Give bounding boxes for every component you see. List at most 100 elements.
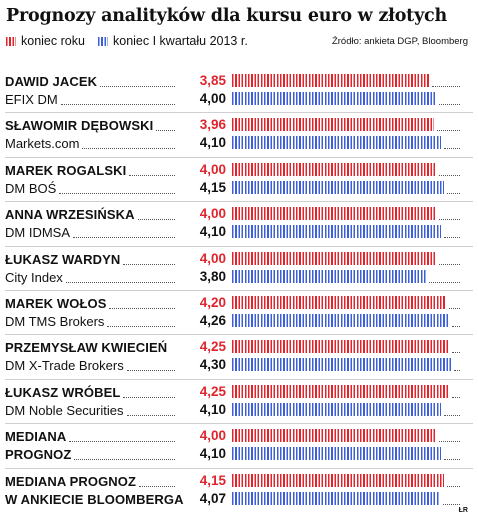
institution-name: DM BOŚ: [5, 180, 57, 196]
row-line-end-of-year: ANNA WRZESIŃSKA 4,00: [5, 205, 474, 224]
legend-item-end-of-q1: koniec I kwartału 2013 r.: [98, 34, 248, 48]
source-note: Źródło: ankieta DGP, Bloomberg: [331, 36, 468, 47]
row-separator: [5, 112, 473, 114]
row-line-end-of-year: ŁUKASZ WARDYN 4,00: [5, 250, 474, 269]
leader-dots-trailing: [442, 503, 460, 505]
analyst-name: ANNA WRZESIŃSKA: [5, 207, 135, 223]
row-line-end-of-year: MEDIANA 4,00: [5, 427, 474, 446]
leader-dots: [100, 86, 175, 87]
bar-end-of-q1: [232, 180, 444, 194]
row-line-end-of-year: ŁUKASZ WRÓBEL 4,25: [5, 383, 474, 402]
leader-dots: [123, 263, 175, 265]
chart-row: MEDIANA 4,00 PROGNOZ 4,10: [0, 423, 478, 467]
value-label-end-of-year: 4,00: [199, 161, 226, 177]
row-line-end-of-q1: DM BOŚ 4,15: [5, 179, 474, 198]
chart-row: MAREK WOŁOS 4,20 DM TMS Brokers 4,26: [0, 290, 478, 334]
chart-row: DAWID JACEK 3,85 EFIX DM 4,00: [0, 68, 478, 112]
analyst-name: SŁAWOMIR DĘBOWSKI: [5, 118, 154, 134]
bar-end-of-year: [232, 207, 437, 221]
leader-dots-trailing: [428, 281, 460, 283]
chart-row: MAREK ROGALSKI 4,00 DM BOŚ 4,15: [0, 157, 478, 201]
chart-row: ŁUKASZ WARDYN 4,00 City Index 3,80: [0, 246, 478, 290]
row-separator: [5, 378, 473, 380]
bar-end-of-q1: [232, 92, 437, 105]
bar-end-of-year: [232, 251, 437, 265]
bar-end-of-year: [232, 296, 447, 309]
bar-end-of-year: [232, 384, 449, 398]
leader-dots: [127, 414, 175, 416]
value-label-end-of-q1: 4,30: [199, 357, 226, 373]
row-line-end-of-q1: PROGNOZ 4,10: [5, 445, 474, 464]
row-line-end-of-q1: DM TMS Brokers 4,26: [5, 312, 474, 331]
author-credit: ŁR: [458, 507, 468, 514]
value-label-end-of-year: 4,15: [199, 472, 226, 488]
bar-end-of-year: [232, 340, 449, 354]
leader-dots: [107, 326, 175, 327]
bar-end-of-year: [232, 473, 444, 487]
chart-row: ANNA WRZESIŃSKA 4,00 DM IDMSA 4,10: [0, 201, 478, 245]
bar-end-of-year: [232, 162, 437, 176]
leader-dots-trailing: [451, 352, 460, 354]
institution-name: DM IDMSA: [5, 225, 70, 241]
bar-end-of-q1: [232, 447, 442, 461]
legend-item-end-of-year: koniec roku: [6, 34, 85, 48]
row-separator: [5, 423, 473, 425]
value-label-end-of-year: 3,85: [199, 73, 226, 88]
legend: koniec roku koniec I kwartału 2013 r. Źr…: [6, 34, 472, 50]
leader-dots: [138, 219, 175, 221]
leader-dots: [139, 485, 175, 487]
row-line-end-of-q1: EFIX DM 4,00: [5, 90, 474, 109]
leader-dots: [82, 148, 175, 150]
leader-dots-trailing: [444, 237, 460, 239]
analyst-name: PRZEMYSŁAW KWIECIEŃ: [5, 340, 168, 356]
row-separator: [5, 334, 473, 336]
leader-dots: [109, 308, 175, 309]
row-line-end-of-q1: DM Noble Securities 4,10: [5, 401, 474, 420]
legend-swatch-end-of-year: [6, 36, 16, 46]
leader-dots-trailing: [444, 414, 460, 416]
leader-dots: [73, 237, 175, 239]
top-rule: [0, 0, 478, 3]
leader-dots: [69, 441, 175, 443]
value-label-end-of-q1: 4,10: [199, 446, 226, 462]
bar-end-of-q1: [232, 402, 442, 416]
analyst-name: MEDIANA PROGNOZ: [5, 473, 137, 489]
value-label-end-of-q1: 4,00: [199, 91, 226, 106]
value-label-end-of-q1: 3,80: [199, 268, 226, 284]
analyst-name: MAREK WOŁOS: [5, 296, 107, 311]
leader-dots-trailing: [451, 396, 460, 398]
row-separator: [5, 290, 473, 291]
leader-dots-trailing: [439, 441, 460, 443]
institution-name: EFIX DM: [5, 92, 58, 107]
leader-dots: [127, 370, 175, 372]
leader-dots: [61, 104, 175, 105]
leader-dots-trailing: [444, 148, 460, 150]
leader-dots-trailing: [439, 219, 460, 221]
institution-name: City Index: [5, 269, 63, 285]
leader-dots: [123, 396, 175, 398]
row-line-end-of-q1: DM IDMSA 4,10: [5, 223, 474, 242]
row-line-end-of-year: DAWID JACEK 3,85: [5, 72, 474, 91]
legend-swatch-end-of-q1: [98, 36, 108, 46]
bar-end-of-q1: [232, 225, 442, 239]
leader-dots-trailing: [431, 86, 460, 87]
value-label-end-of-q1: 4,10: [199, 401, 226, 417]
leader-dots: [129, 174, 175, 176]
row-line-end-of-q1: City Index 3,80: [5, 268, 474, 287]
chart-title: Prognozy analityków dla kursu euro w zło…: [6, 6, 448, 26]
bar-end-of-year: [232, 118, 435, 132]
row-separator: [5, 201, 473, 203]
row-separator: [5, 467, 473, 469]
value-label-end-of-q1: 4,10: [199, 135, 226, 151]
value-label-end-of-year: 4,00: [199, 428, 226, 444]
chart-row: MEDIANA PROGNOZ 4,15 W ANKIECIE BLOOMBERGA…: [0, 468, 478, 512]
row-line-end-of-q1: DM X-Trade Brokers 4,30: [5, 356, 474, 375]
value-label-end-of-q1: 4,07: [199, 490, 226, 506]
value-label-end-of-year: 4,00: [199, 250, 226, 266]
row-line-end-of-year: SŁAWOMIR DĘBOWSKI 3,96: [5, 116, 474, 135]
leader-dots-trailing: [439, 263, 460, 265]
row-line-end-of-year: MAREK WOŁOS 4,20: [5, 294, 474, 313]
legend-label-end-of-q1: koniec I kwartału 2013 r.: [113, 34, 248, 48]
bar-end-of-q1: [232, 136, 442, 150]
bar-end-of-q1: [232, 358, 452, 372]
